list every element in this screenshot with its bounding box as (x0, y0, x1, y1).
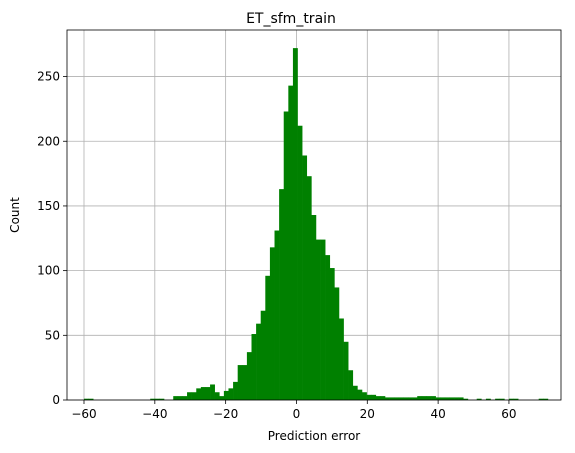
histogram-bar (325, 255, 331, 400)
histogram-bar (495, 398, 501, 400)
histogram-bar (311, 215, 317, 400)
histogram-bar (375, 396, 381, 400)
x-axis-title: Prediction error (268, 429, 361, 443)
histogram-bar (485, 398, 491, 400)
x-tick-label: 60 (501, 407, 516, 421)
histogram-bar (458, 397, 464, 400)
y-tick-label: 0 (52, 393, 60, 407)
histogram-bar (279, 189, 285, 400)
histogram-bar (361, 392, 367, 400)
y-tick-label: 150 (37, 199, 60, 213)
histogram-bar (302, 155, 308, 400)
histogram-bar (426, 396, 432, 400)
x-tick-label: −20 (213, 407, 238, 421)
histogram-bar (274, 230, 280, 400)
y-axis-ticks: 0 50 100 150 200 250 (37, 70, 67, 407)
histogram-bar (440, 397, 446, 400)
histogram-bar (435, 397, 441, 400)
histogram-bar (513, 398, 519, 400)
histogram-bar (389, 397, 395, 400)
histogram-bar (219, 396, 225, 400)
histogram-bar (233, 381, 238, 400)
histogram-bar (444, 397, 450, 400)
histogram-bar (83, 398, 89, 400)
histogram-bar (315, 239, 321, 400)
histogram-bar (334, 287, 340, 400)
histogram-bar (385, 397, 390, 400)
histogram-bar (343, 341, 349, 400)
histogram-bar (412, 397, 418, 400)
histogram-bar (205, 387, 211, 400)
histogram-bar (329, 268, 335, 400)
histogram-bar (499, 398, 505, 400)
histogram-bar (256, 323, 262, 400)
x-tick-label: −40 (142, 407, 167, 421)
grid-lines (67, 30, 561, 401)
histogram-bar (196, 388, 202, 400)
histogram-bar (223, 390, 229, 400)
histogram-bar (260, 310, 266, 400)
histogram-bar (417, 396, 423, 400)
histogram-bars (83, 48, 549, 401)
histogram-bar (366, 394, 372, 400)
histogram-bar (159, 398, 165, 400)
x-axis-ticks: −60 −40 −20 0 20 40 60 (71, 400, 517, 421)
histogram-bar (292, 48, 298, 401)
histogram-bar (88, 398, 94, 400)
histogram-bar (228, 388, 234, 400)
histogram-bar (154, 398, 160, 400)
x-tick-label: −60 (71, 407, 96, 421)
histogram-bar (371, 394, 377, 400)
x-tick-label: 20 (360, 407, 375, 421)
histogram-bar (320, 239, 326, 400)
histogram-bar (463, 398, 469, 400)
y-tick-label: 200 (37, 134, 60, 148)
histogram-bar (200, 387, 206, 400)
histogram-bar (543, 398, 549, 400)
histogram-bar (297, 125, 303, 401)
histogram-bar (306, 176, 312, 400)
histogram-bar (269, 247, 275, 400)
histogram-bar (214, 392, 220, 400)
histogram-bar (454, 397, 459, 400)
chart-title: ET_sfm_train (246, 11, 336, 27)
plot-frame (66, 29, 562, 401)
histogram-bar (403, 397, 409, 400)
histogram-bar (191, 392, 197, 400)
histogram-bar (338, 318, 344, 400)
histogram-bar (173, 396, 179, 400)
histogram-bar (352, 385, 358, 400)
histogram-bar (265, 275, 271, 400)
histogram-bar (431, 396, 436, 400)
y-axis-title: Count (8, 197, 22, 233)
histogram-bar (348, 370, 354, 400)
histogram-bar (288, 85, 294, 401)
histogram-bar (476, 398, 482, 400)
y-tick-label: 100 (37, 264, 60, 278)
y-tick-label: 50 (45, 328, 60, 342)
histogram-bar (246, 352, 252, 400)
histogram-bar (394, 397, 400, 400)
histogram-bar (150, 398, 156, 400)
histogram-bar (538, 398, 544, 400)
histogram-bar (357, 389, 363, 400)
histogram-bar (508, 398, 514, 400)
x-tick-label: 40 (430, 407, 445, 421)
histogram-bar (398, 397, 404, 400)
histogram-bar (237, 365, 243, 400)
histogram-bar (187, 392, 192, 400)
y-tick-label: 250 (37, 70, 60, 84)
x-tick-label: 0 (293, 407, 301, 421)
histogram-bar (251, 334, 257, 400)
histogram-bar (242, 365, 248, 400)
histogram-bar (283, 111, 289, 401)
histogram-bar (449, 397, 455, 400)
histogram-bar (421, 396, 427, 400)
histogram-bar (177, 396, 183, 400)
histogram-bar (408, 397, 413, 400)
histogram-bar (210, 384, 215, 400)
histogram-bar (182, 396, 188, 400)
histogram-bar (380, 396, 386, 400)
